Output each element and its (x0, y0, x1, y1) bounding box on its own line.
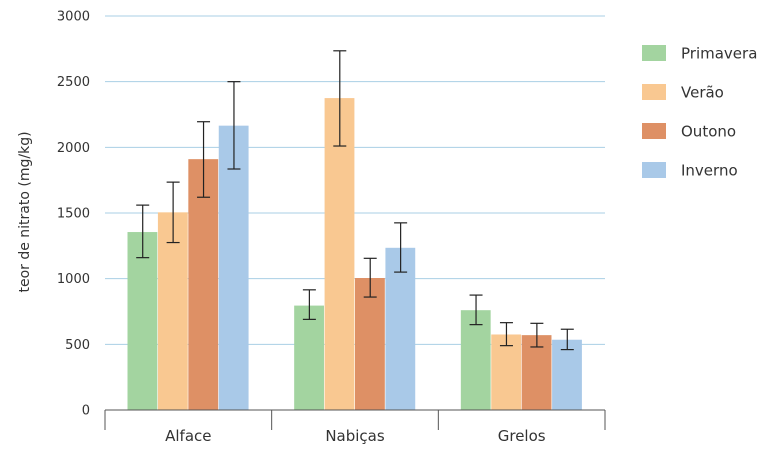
legend-swatch (642, 123, 666, 139)
x-axis: Alface Nabiças Grelos (104, 409, 606, 445)
bars (127, 98, 582, 410)
legend-swatch (642, 45, 666, 61)
legend-swatch (642, 162, 666, 178)
legend-label: Primavera (681, 45, 757, 63)
bar (324, 98, 355, 410)
y-tick-label: 2000 (57, 141, 90, 156)
legend-label: Inverno (681, 162, 738, 180)
y-tick-label: 1000 (57, 272, 90, 287)
y-tick-label: 0 (82, 404, 90, 419)
bar (157, 212, 188, 410)
y-axis-ticks: 0 500 1000 1500 2000 2500 3000 (57, 10, 90, 419)
x-tick-label: Nabiças (325, 427, 385, 445)
legend-label: Verão (681, 84, 724, 102)
bar (355, 278, 385, 410)
y-tick-label: 1500 (57, 207, 90, 222)
legend: Primavera Verão Outono Inverno (642, 45, 757, 180)
y-tick-label: 3000 (57, 10, 90, 25)
bar (188, 159, 219, 410)
x-tick-label: Grelos (498, 427, 546, 445)
error-bars (136, 50, 574, 351)
bar (521, 335, 552, 410)
legend-label: Outono (681, 123, 736, 141)
bar (385, 247, 416, 410)
x-tick-label: Alface (165, 427, 211, 445)
bar (491, 334, 522, 410)
bar (218, 125, 249, 410)
y-tick-label: 500 (65, 338, 90, 353)
y-tick-label: 2500 (57, 75, 90, 90)
legend-swatch (642, 84, 666, 100)
bar (294, 305, 324, 410)
bar (460, 310, 491, 410)
bar (127, 232, 158, 410)
y-axis-title: teor de nitrato (mg/kg) (17, 131, 33, 292)
bar (552, 339, 582, 410)
